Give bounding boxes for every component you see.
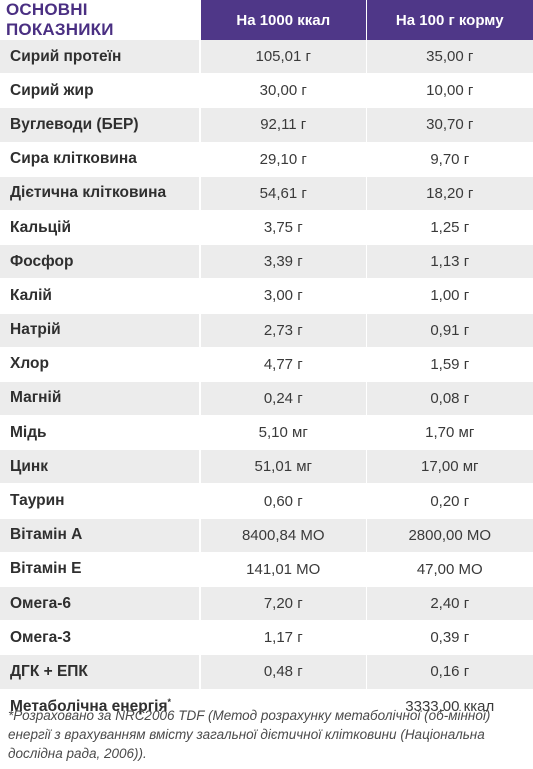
value-per-100-g: 47,00 МО [365, 552, 533, 588]
column-header-per-1000-kcal: На 1000 ккал [199, 0, 367, 40]
table-row: Мідь 5,10 мг 1,70 мг [0, 415, 533, 451]
table-title: ОСНОВНІ ПОКАЗНИКИ [0, 0, 200, 40]
value-per-1000-kcal: 51,01 мг [199, 449, 367, 485]
value-per-1000-kcal: 0,60 г [199, 483, 367, 519]
value-per-100-g: 1,70 мг [365, 415, 533, 451]
value-per-100-g: 2,40 г [365, 586, 533, 622]
row-label: Кальцій [0, 210, 200, 246]
value-per-100-g: 0,20 г [365, 483, 533, 519]
row-label: Омега-3 [0, 620, 200, 656]
value-per-100-g: 30,70 г [365, 107, 533, 143]
row-label: Фосфор [0, 244, 200, 280]
value-per-100-g: 10,00 г [365, 73, 533, 109]
value-per-1000-kcal: 92,11 г [199, 107, 367, 143]
value-per-1000-kcal: 3,39 г [199, 244, 367, 280]
row-label: Магній [0, 381, 200, 417]
value-per-1000-kcal [199, 689, 367, 724]
table-body: Сирий протеїн 105,01 г 35,00 г Сирий жир… [0, 40, 533, 724]
nutrition-table: ОСНОВНІ ПОКАЗНИКИ На 1000 ккал На 100 г … [0, 0, 533, 724]
table-row: Омега-6 7,20 г 2,40 г [0, 586, 533, 622]
value-per-100-g: 1,13 г [365, 244, 533, 280]
column-header-per-100-g: На 100 г корму [365, 0, 533, 40]
row-label: Сира клітковина [0, 142, 200, 177]
value-per-100-g: 9,70 г [365, 142, 533, 177]
value-per-1000-kcal: 3,00 г [199, 278, 367, 314]
row-label-text: Метаболічна енергія [10, 697, 168, 715]
row-label: ДГК + ЕПК [0, 654, 200, 690]
value-per-100-g: 0,39 г [365, 620, 533, 656]
value-per-100-g: 0,91 г [365, 313, 533, 348]
value-per-100-g: 1,00 г [365, 278, 533, 314]
table-row: Кальцій 3,75 г 1,25 г [0, 210, 533, 246]
row-label: Вітамін Е [0, 552, 200, 588]
row-label: Вуглеводи (БЕР) [0, 107, 200, 143]
value-per-1000-kcal: 7,20 г [199, 586, 367, 622]
row-label: Хлор [0, 347, 200, 382]
table-row: Сирий протеїн 105,01 г 35,00 г [0, 40, 533, 75]
value-per-100-g: 1,59 г [365, 347, 533, 382]
row-label: Цинк [0, 449, 200, 485]
value-per-1000-kcal: 4,77 г [199, 347, 367, 382]
footnote: *Розраховано за NRC2006 TDF (Метод розра… [8, 708, 491, 761]
table-row: Магній 0,24 г 0,08 г [0, 381, 533, 417]
value-per-1000-kcal: 1,17 г [199, 620, 367, 656]
value-per-100-g: 3333,00 ккал [365, 689, 533, 724]
value-per-100-g: 0,08 г [365, 381, 533, 417]
table-header: ОСНОВНІ ПОКАЗНИКИ На 1000 ккал На 100 г … [0, 0, 533, 40]
table-row: Сирий жир 30,00 г 10,00 г [0, 73, 533, 109]
value-per-100-g: 35,00 г [365, 40, 533, 75]
table-row: Омега-3 1,17 г 0,39 г [0, 620, 533, 656]
row-label: Вітамін А [0, 518, 200, 553]
value-per-1000-kcal: 2,73 г [199, 313, 367, 348]
table-row: Вітамін А 8400,84 МО 2800,00 МО [0, 518, 533, 553]
table-row: Цинк 51,01 мг 17,00 мг [0, 449, 533, 485]
value-per-100-g: 1,25 г [365, 210, 533, 246]
table-row: Фосфор 3,39 г 1,13 г [0, 244, 533, 280]
row-label: Сирий жир [0, 73, 200, 109]
value-per-100-g: 18,20 г [365, 176, 533, 211]
value-per-1000-kcal: 0,48 г [199, 654, 367, 690]
value-per-100-g: 2800,00 МО [365, 518, 533, 553]
table-row: Калій 3,00 г 1,00 г [0, 278, 533, 314]
row-label: Калій [0, 278, 200, 314]
value-per-1000-kcal: 30,00 г [199, 73, 367, 109]
row-label: Таурин [0, 483, 200, 519]
value-per-1000-kcal: 54,61 г [199, 176, 367, 211]
value-per-1000-kcal: 3,75 г [199, 210, 367, 246]
table-row: Хлор 4,77 г 1,59 г [0, 347, 533, 382]
row-label: Дієтична клітковина [0, 176, 200, 211]
value-per-1000-kcal: 8400,84 МО [199, 518, 367, 553]
row-label: Омега-6 [0, 586, 200, 622]
row-label: Натрій [0, 313, 200, 348]
table-row: Метаболічна енергія* 3333,00 ккал [0, 689, 533, 724]
value-per-1000-kcal: 5,10 мг [199, 415, 367, 451]
value-per-100-g: 17,00 мг [365, 449, 533, 485]
table-row: Вітамін Е 141,01 МО 47,00 МО [0, 552, 533, 588]
table-row: Сира клітковина 29,10 г 9,70 г [0, 142, 533, 177]
table-row: ДГК + ЕПК 0,48 г 0,16 г [0, 654, 533, 690]
table-row: Натрій 2,73 г 0,91 г [0, 313, 533, 348]
table-row: Вуглеводи (БЕР) 92,11 г 30,70 г [0, 107, 533, 143]
value-per-1000-kcal: 0,24 г [199, 381, 367, 417]
row-label-metabolic-energy: Метаболічна енергія* [0, 689, 200, 724]
row-label: Мідь [0, 415, 200, 451]
row-label: Сирий протеїн [0, 40, 200, 75]
footnote-mark: * [167, 696, 172, 707]
table-row: Дієтична клітковина 54,61 г 18,20 г [0, 176, 533, 211]
value-per-1000-kcal: 105,01 г [199, 40, 367, 75]
table-row: Таурин 0,60 г 0,20 г [0, 483, 533, 519]
value-per-100-g: 0,16 г [365, 654, 533, 690]
value-per-1000-kcal: 141,01 МО [199, 552, 367, 588]
value-per-1000-kcal: 29,10 г [199, 142, 367, 177]
